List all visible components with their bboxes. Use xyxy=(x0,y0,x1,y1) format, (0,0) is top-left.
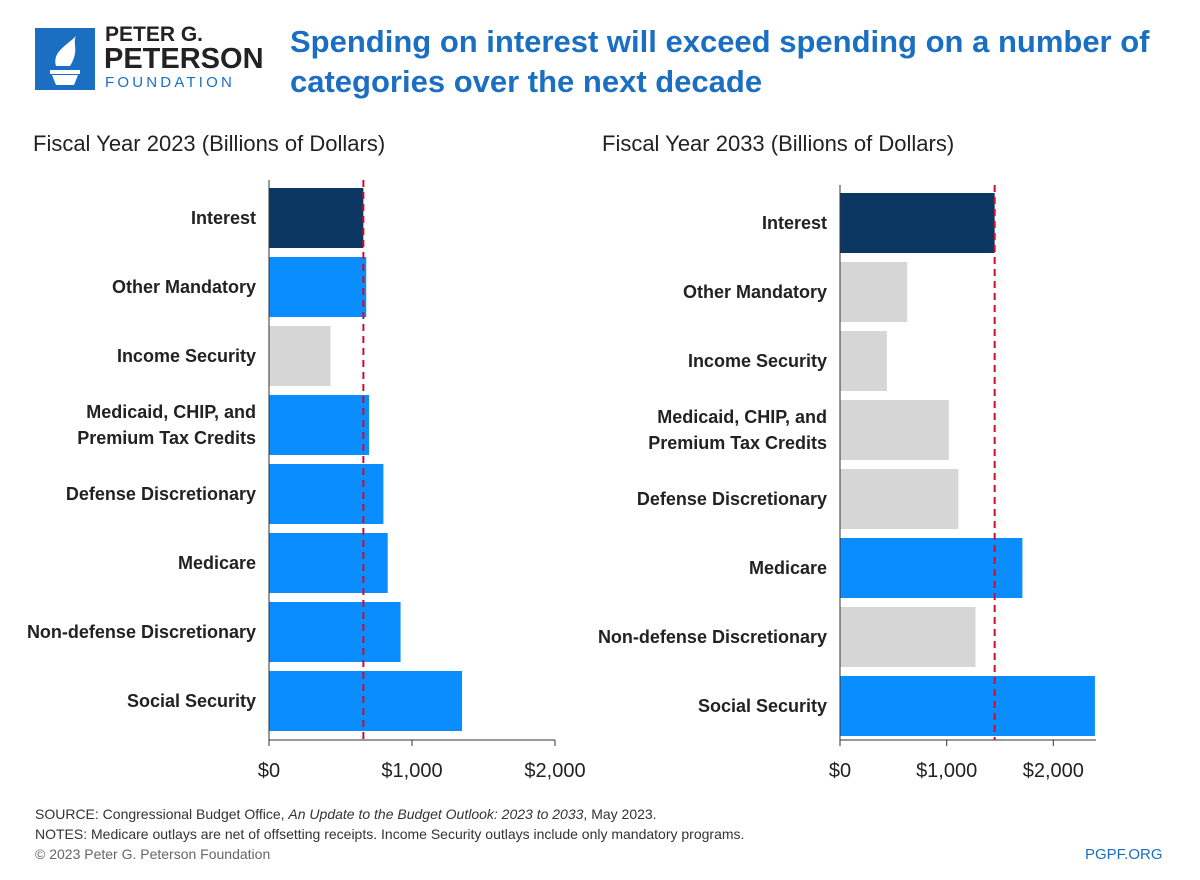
bar xyxy=(269,464,384,524)
source: SOURCE: Congressional Budget Office, An … xyxy=(35,806,657,822)
chart-title: Fiscal Year 2033 (Billions of Dollars) xyxy=(602,131,955,156)
category-label: Interest xyxy=(190,208,256,228)
bar xyxy=(840,676,1095,736)
bar xyxy=(269,602,401,662)
category-label: Medicaid, CHIP, and Premium Tax Credits xyxy=(648,407,827,453)
category-label: Other Mandatory xyxy=(111,277,256,297)
category-label: Non-defense Discretionary xyxy=(26,622,256,642)
logo-text: FOUNDATION xyxy=(105,74,236,91)
bar xyxy=(269,533,388,593)
x-tick-label: $0 xyxy=(257,760,281,782)
category-label: Defense Discretionary xyxy=(636,489,827,509)
category-label: Interest xyxy=(761,213,827,233)
category-label: Income Security xyxy=(116,346,256,366)
category-label: Income Security xyxy=(687,351,827,371)
source-text: , May 2023. xyxy=(583,806,657,822)
bar xyxy=(269,188,364,248)
bar xyxy=(269,671,463,731)
x-tick-label: $0 xyxy=(828,760,852,782)
x-tick-label: $1,000 xyxy=(381,760,443,782)
bar xyxy=(840,469,959,529)
category-label: Social Security xyxy=(697,696,827,716)
logo-text: PETER G. xyxy=(105,23,204,46)
category-label: Social Security xyxy=(126,691,256,711)
chart-title: Fiscal Year 2023 (Billions of Dollars) xyxy=(33,131,386,156)
title: Spending on interest will exceed spendin… xyxy=(290,24,1150,99)
source-publication: An Update to the Budget Outlook: 2023 to… xyxy=(288,806,584,822)
bar xyxy=(840,538,1023,598)
logo-text: PETERSON xyxy=(104,43,264,75)
logo-torch xyxy=(50,36,80,85)
bar xyxy=(269,395,370,455)
bar xyxy=(840,607,976,667)
bar xyxy=(840,262,908,322)
bar xyxy=(269,326,331,386)
category-label: Medicare xyxy=(177,553,256,573)
category-label: Non-defense Discretionary xyxy=(597,627,827,647)
bar xyxy=(840,400,949,460)
category-label: Other Mandatory xyxy=(682,282,827,302)
category-label: Medicaid, CHIP, and Premium Tax Credits xyxy=(77,402,256,448)
x-tick-label: $1,000 xyxy=(916,760,978,782)
copyright: © 2023 Peter G. Peterson Foundation xyxy=(35,846,271,862)
bar xyxy=(840,331,887,391)
notes: NOTES: Medicare outlays are net of offse… xyxy=(35,826,745,842)
category-label: Medicare xyxy=(748,558,827,578)
x-tick-label: $2,000 xyxy=(524,760,586,782)
bar xyxy=(269,257,367,317)
bar xyxy=(840,193,995,253)
source-text: SOURCE: Congressional Budget Office, xyxy=(35,806,289,822)
site: PGPF.ORG xyxy=(1085,846,1163,863)
x-tick-label: $2,000 xyxy=(1022,760,1084,782)
category-label: Defense Discretionary xyxy=(65,484,256,504)
